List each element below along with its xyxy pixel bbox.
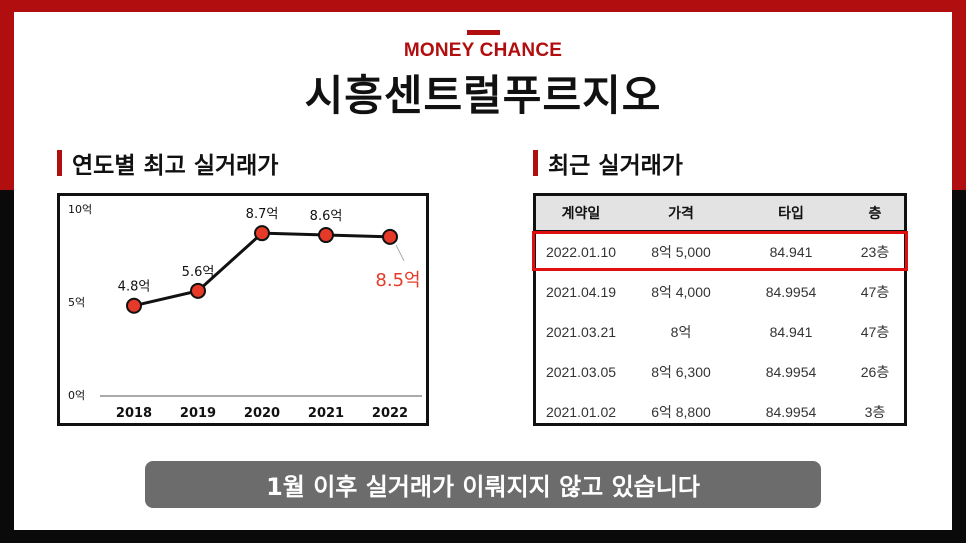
cell-floor: 26층 (860, 364, 890, 380)
cell-price: 8억 6,300 (651, 364, 711, 380)
x-tick-label: 2018 (116, 406, 152, 421)
header-price: 가격 (668, 206, 694, 222)
series-line (133, 231, 391, 308)
cell-type: 84.941 (769, 324, 813, 340)
x-tick-label: 2022 (372, 406, 408, 421)
cell-floor: 47층 (860, 324, 890, 340)
table-row: 2022.01.10 8억 5,000 84.941 23층 (536, 232, 904, 272)
data-label: 5.6억 (182, 265, 215, 280)
header-type: 타입 (778, 206, 804, 222)
section-accent-bar (533, 150, 538, 176)
brand-accent-bar (467, 30, 500, 35)
table-header: 계약일 가격 타입 층 (536, 196, 904, 232)
cell-type: 84.941 (769, 244, 813, 260)
cell-price: 8억 (670, 324, 692, 340)
header-date: 계약일 (561, 206, 601, 222)
brand-name: MONEY CHANCE (403, 40, 563, 61)
cell-price: 8억 5,000 (651, 244, 711, 260)
data-point (254, 225, 270, 242)
y-tick-label: 10억 (68, 203, 92, 216)
data-point (318, 227, 334, 244)
cell-date: 2021.04.19 (545, 284, 617, 300)
page-title: 시흥센트럴푸르지오 (304, 71, 662, 120)
x-tick-label: 2020 (244, 406, 280, 421)
cell-price: 6억 8,800 (651, 404, 711, 420)
x-tick-label: 2019 (180, 406, 216, 421)
data-label-highlight: 8.5억 (375, 270, 420, 291)
data-point (126, 297, 142, 314)
y-tick-label: 0억 (68, 389, 85, 402)
cell-type: 84.9954 (765, 404, 817, 420)
table-section-label: 최근 실거래가 (548, 153, 683, 179)
recent-trades-table: 계약일 가격 타입 층 2022.01.10 8억 5,000 84.941 2… (533, 193, 907, 426)
chart-canvas: 0억 5억 10억 2018 2019 2020 2021 2022 4.8억 5.6억 8.7억 8… (68, 203, 422, 421)
data-label: 8.7억 (246, 207, 279, 222)
notice-banner: 1월 이후 실거래가 이뤄지지 않고 있습니다 (145, 461, 821, 508)
cell-date: 2021.03.05 (545, 364, 617, 380)
section-accent-bar (57, 150, 62, 176)
cell-date: 2021.01.02 (545, 404, 617, 420)
table-section-title: 최근 실거래가 (533, 148, 683, 179)
chart-section-title: 연도별 최고 실거래가 (57, 148, 279, 179)
cell-type: 84.9954 (765, 364, 817, 380)
cell-floor: 47층 (860, 284, 890, 300)
x-tick-label: 2021 (308, 406, 344, 421)
data-point (382, 228, 398, 245)
y-tick-label: 5억 (68, 296, 85, 309)
cell-floor: 3층 (864, 404, 886, 420)
price-chart: 0억 5억 10억 2018 2019 2020 2021 2022 4.8억 5.6억 8.7억 8… (57, 193, 429, 426)
cell-price: 8억 4,000 (651, 284, 711, 300)
table-row: 2021.04.19 8억 4,000 84.9954 47층 (536, 272, 904, 312)
cell-type: 84.9954 (765, 284, 817, 300)
data-point (190, 282, 206, 299)
data-label: 4.8억 (118, 280, 151, 295)
chart-section-label: 연도별 최고 실거래가 (72, 153, 279, 179)
cell-date: 2022.01.10 (545, 244, 617, 260)
label-connector (395, 244, 405, 262)
data-label: 8.6억 (310, 209, 343, 224)
header-floor: 층 (868, 206, 882, 222)
latest-trade-highlight (532, 231, 908, 271)
table-row: 2021.03.05 8억 6,300 84.9954 26층 (536, 352, 904, 392)
cell-floor: 23층 (860, 244, 890, 260)
cell-date: 2021.03.21 (545, 324, 617, 340)
table-row: 2021.01.02 6억 8,800 84.9954 3층 (536, 392, 904, 432)
table-row: 2021.03.21 8억 84.941 47층 (536, 312, 904, 352)
